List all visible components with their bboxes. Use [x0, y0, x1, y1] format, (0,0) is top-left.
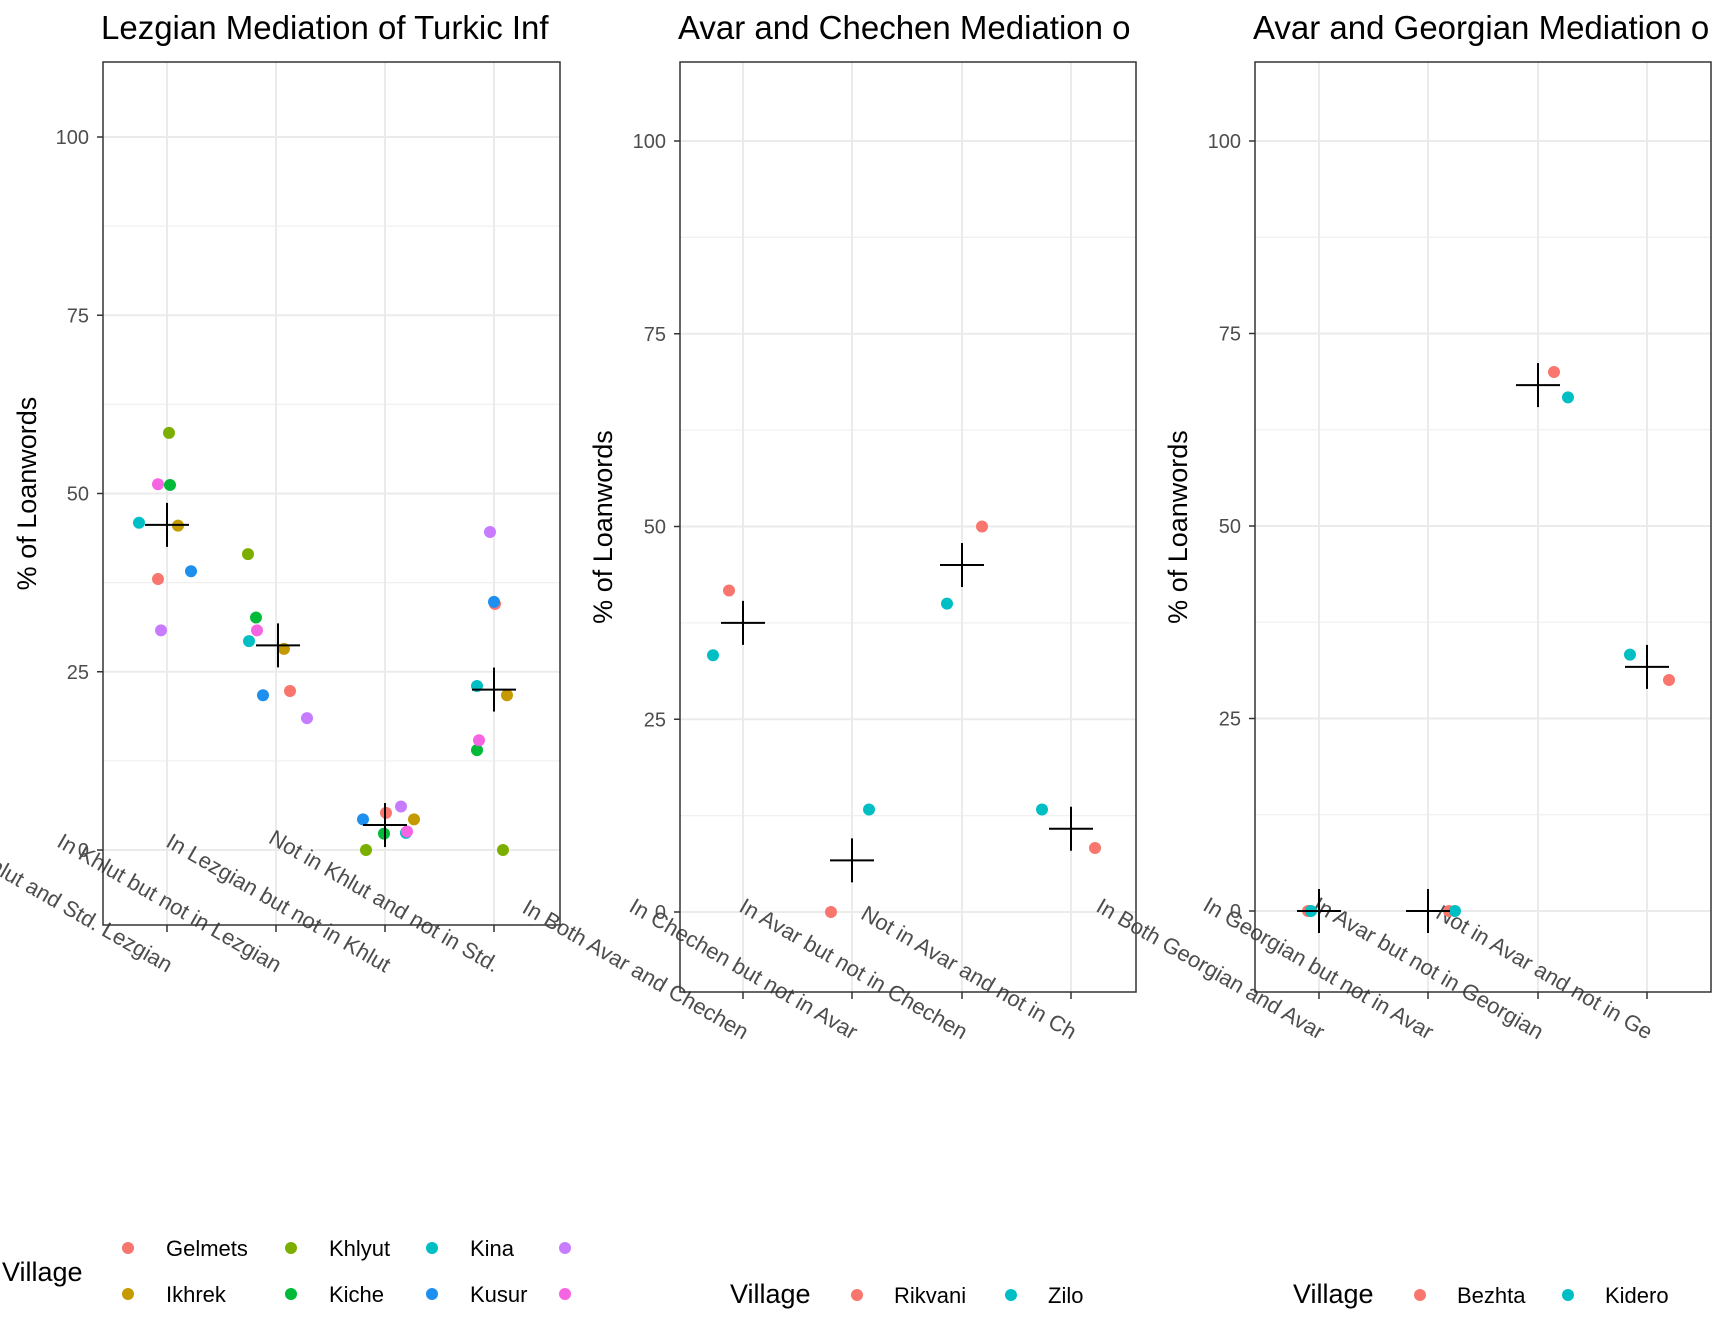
- data-point: [163, 426, 175, 439]
- y-axis-label: % of Loanwords: [588, 430, 618, 624]
- y-tick-label: 0: [78, 840, 89, 862]
- data-point: [1562, 391, 1574, 404]
- data-point: [1624, 648, 1636, 661]
- data-point: [152, 573, 164, 586]
- legend-label: Gelmets: [166, 1236, 248, 1261]
- chart-title: Avar and Georgian Mediation o: [1253, 9, 1709, 46]
- legend-label: Khlyut: [329, 1236, 390, 1261]
- legend-key: [122, 1242, 134, 1254]
- data-point: [257, 689, 269, 702]
- y-tick-label: 75: [67, 305, 89, 327]
- data-point: [863, 803, 875, 816]
- data-point: [133, 516, 145, 529]
- legend-label: Zilo: [1048, 1283, 1083, 1308]
- y-tick-label: 50: [1219, 516, 1241, 538]
- legend-key: [1414, 1289, 1426, 1301]
- legend-label: Kina: [470, 1236, 515, 1261]
- legend-key: [559, 1288, 571, 1300]
- data-point: [401, 825, 413, 838]
- data-point: [243, 635, 255, 648]
- plot-border: [679, 61, 1137, 993]
- data-point: [1449, 905, 1461, 917]
- y-tick-label: 0: [655, 902, 666, 924]
- y-tick-label: 25: [1219, 709, 1241, 731]
- chart-panel: Lezgian Mediation of Turkic Inf 0 25 50 75 10…: [0, 9, 561, 977]
- data-point: [301, 712, 313, 725]
- legend-label: Kiche: [329, 1282, 384, 1307]
- y-tick-label: 50: [67, 484, 89, 506]
- chart-title: Avar and Chechen Mediation o: [678, 9, 1131, 46]
- data-point: [408, 813, 420, 826]
- y-axis-label: % of Loanwords: [12, 397, 42, 591]
- data-point: [250, 611, 262, 624]
- data-point: [473, 734, 485, 747]
- legend-key: [1005, 1289, 1017, 1301]
- y-tick-label: 75: [644, 324, 666, 346]
- chart-panel: Avar and Georgian Mediation o 0 25 50 75 100%…: [1092, 9, 1712, 1044]
- legend-label: Ikhrek: [166, 1282, 227, 1307]
- data-point: [941, 597, 953, 610]
- y-tick-label: 25: [67, 662, 89, 684]
- data-point: [360, 844, 372, 856]
- data-point: [242, 548, 254, 561]
- legend: Village Rikvani Zilo: [730, 1279, 1083, 1309]
- data-point: [251, 624, 263, 637]
- legend-label: Bezhta: [1457, 1283, 1526, 1308]
- data-point: [471, 744, 483, 757]
- data-point: [185, 565, 197, 578]
- data-point: [484, 526, 496, 539]
- legend-key: [285, 1288, 297, 1300]
- y-tick-label: 75: [1219, 324, 1241, 346]
- legend-label: Kusur: [470, 1282, 527, 1307]
- data-point: [155, 624, 167, 637]
- chart-title: Lezgian Mediation of Turkic Inf: [101, 9, 549, 46]
- legend-title: Village: [2, 1257, 83, 1287]
- y-tick-label: 100: [1208, 131, 1241, 153]
- y-tick-label: 25: [644, 709, 666, 731]
- legend: Village Gelmets Khlyut Kina Ikhrek Kiche Kusur: [2, 1236, 571, 1307]
- legend-key: [426, 1242, 438, 1254]
- data-point: [395, 800, 407, 813]
- legend-label: Kidero: [1605, 1283, 1669, 1308]
- data-point: [1036, 803, 1048, 816]
- data-point: [164, 478, 176, 491]
- data-point: [497, 844, 509, 856]
- data-point: [501, 689, 513, 702]
- y-tick-label: 50: [644, 517, 666, 539]
- data-point: [1663, 674, 1675, 686]
- legend-title: Village: [730, 1279, 811, 1309]
- data-point: [723, 584, 735, 597]
- legend: Village Bezhta Kidero: [1293, 1279, 1669, 1309]
- chart-panel: Avar and Chechen Mediation o 0 25 50 75 100 % …: [518, 9, 1137, 1044]
- data-point: [357, 813, 369, 826]
- y-tick-label: 100: [633, 131, 666, 153]
- legend-key: [285, 1242, 297, 1254]
- plot-border: [1254, 61, 1712, 993]
- data-point: [825, 906, 837, 918]
- data-point: [976, 520, 988, 533]
- data-point: [284, 685, 296, 698]
- legend-key: [559, 1242, 571, 1254]
- legend-key: [426, 1288, 438, 1300]
- data-point: [488, 595, 500, 608]
- data-point: [1089, 842, 1101, 855]
- legend-key: [1562, 1289, 1574, 1301]
- y-tick-label: 100: [56, 127, 89, 149]
- y-axis-label: % of Loanwords: [1163, 430, 1193, 624]
- plot-border: [102, 61, 561, 926]
- legend-key: [122, 1288, 134, 1300]
- data-point: [152, 478, 164, 491]
- legend-label: Rikvani: [894, 1283, 966, 1308]
- legend-title: Village: [1293, 1279, 1374, 1309]
- data-point: [707, 649, 719, 662]
- y-tick-label: 0: [1230, 901, 1241, 923]
- legend-key: [851, 1289, 863, 1301]
- data-point: [1548, 366, 1560, 378]
